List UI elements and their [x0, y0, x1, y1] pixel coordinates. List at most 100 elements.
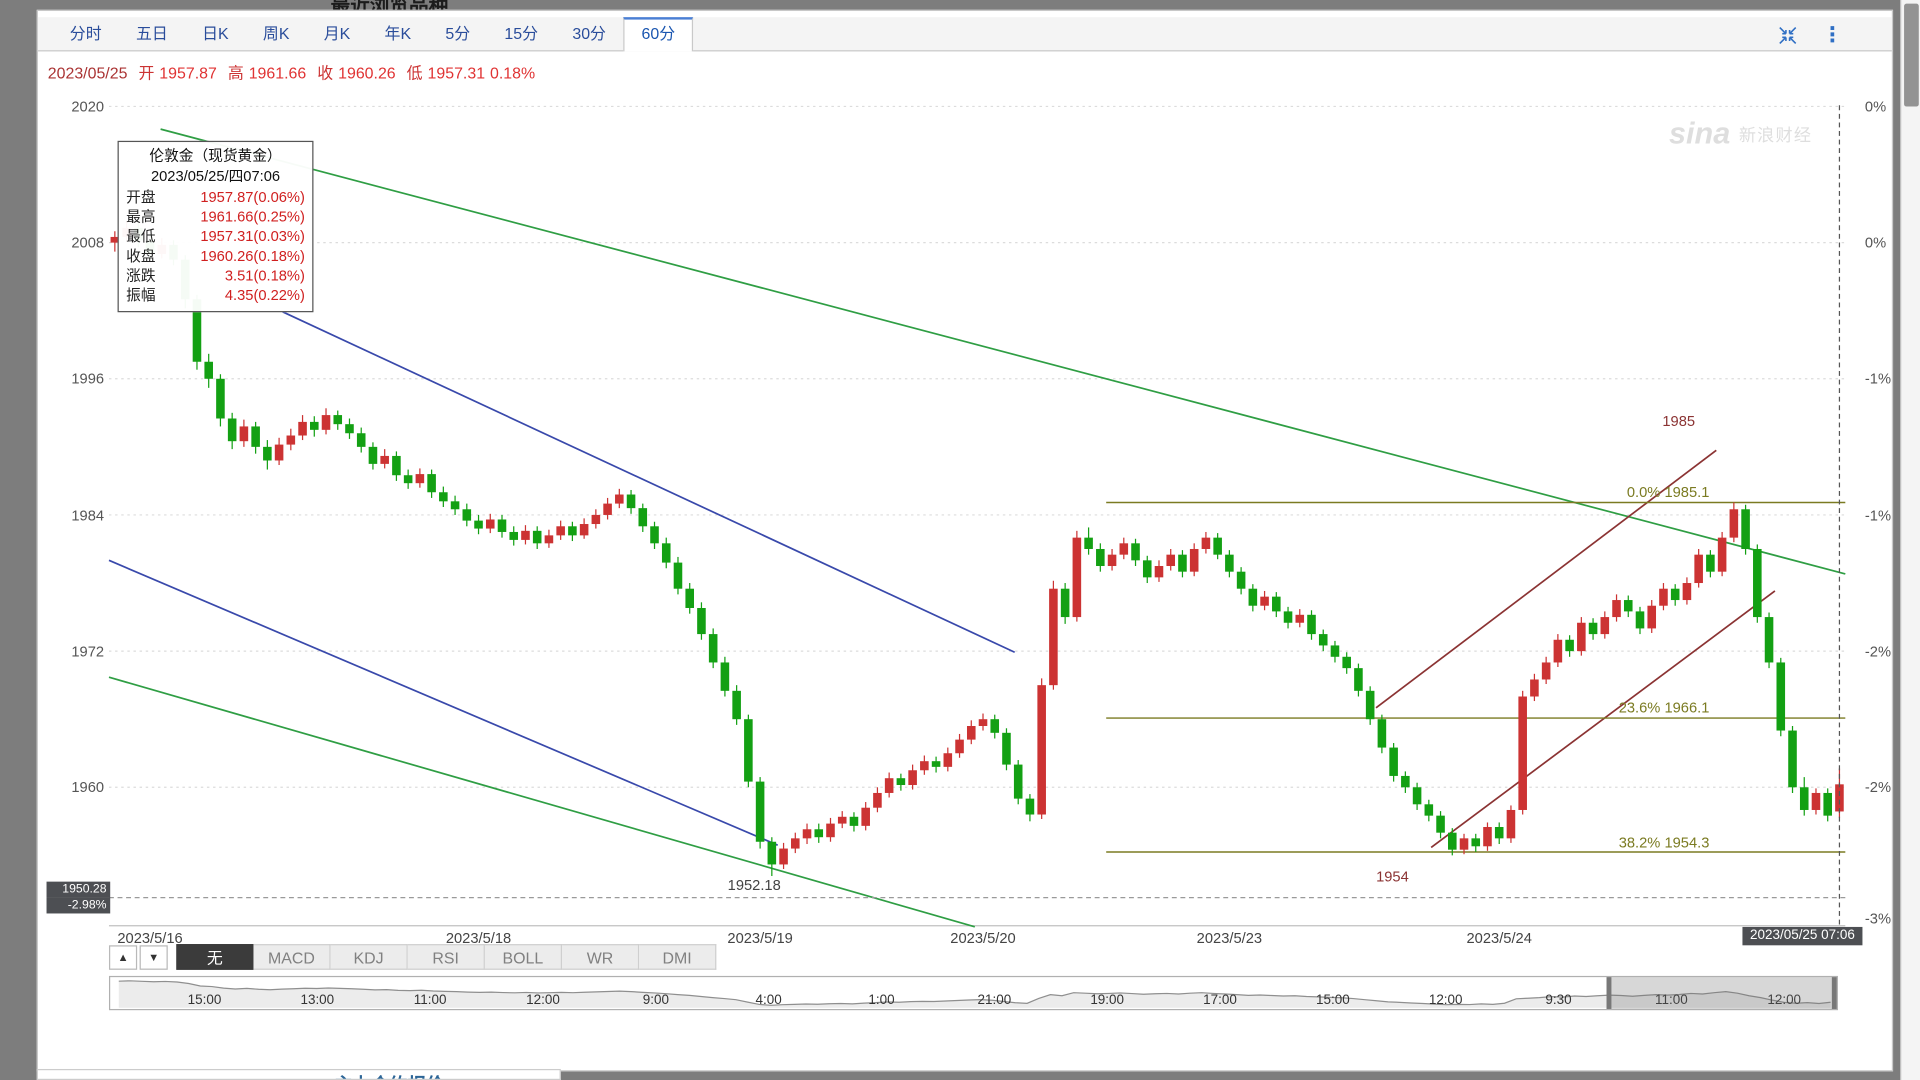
candle[interactable] — [1096, 543, 1105, 572]
candle[interactable] — [227, 412, 237, 450]
candle[interactable] — [380, 449, 389, 469]
candle[interactable] — [1260, 590, 1269, 611]
candle[interactable] — [568, 521, 577, 542]
candle[interactable] — [1330, 640, 1340, 663]
candle[interactable] — [497, 514, 507, 538]
trendline[interactable] — [282, 311, 1016, 654]
candle[interactable] — [1072, 530, 1082, 622]
candle[interactable] — [321, 408, 331, 435]
candle[interactable] — [1166, 548, 1176, 571]
period-tab-五日[interactable]: 五日 — [135, 24, 168, 43]
period-tab-月K[interactable]: 月K — [323, 24, 351, 43]
candle[interactable] — [1553, 634, 1563, 667]
candle[interactable] — [1002, 728, 1011, 771]
candle[interactable] — [615, 488, 624, 509]
period-tab-日K[interactable]: 日K — [202, 24, 229, 43]
candlestick-series[interactable] — [110, 221, 1844, 877]
candle[interactable] — [1682, 577, 1692, 605]
candle[interactable] — [955, 733, 964, 758]
scroll-down-button[interactable]: ▼ — [139, 944, 168, 970]
candle[interactable] — [1788, 726, 1797, 793]
candle[interactable] — [1799, 777, 1809, 816]
candle[interactable] — [920, 755, 929, 775]
candle[interactable] — [1518, 690, 1527, 815]
candle[interactable] — [474, 514, 483, 535]
candle[interactable] — [1248, 584, 1258, 612]
candle[interactable] — [579, 518, 589, 539]
trendline[interactable] — [1375, 449, 1717, 709]
trendline[interactable] — [160, 128, 1846, 575]
candle[interactable] — [1670, 584, 1680, 606]
candle[interactable] — [298, 415, 307, 441]
trendline[interactable] — [108, 676, 976, 928]
candle[interactable] — [1506, 805, 1516, 843]
collapse-icon[interactable] — [1778, 25, 1798, 45]
candle[interactable] — [896, 773, 906, 791]
range-selection-handle[interactable] — [1606, 977, 1837, 1009]
candle[interactable] — [837, 811, 847, 829]
candle[interactable] — [286, 428, 296, 451]
candle[interactable] — [1412, 782, 1422, 810]
candle[interactable] — [204, 353, 213, 388]
candle[interactable] — [1764, 612, 1774, 669]
candle[interactable] — [826, 817, 835, 842]
candle[interactable] — [485, 513, 495, 534]
indicator-tab-无[interactable]: 无 — [176, 944, 254, 970]
candle[interactable] — [849, 812, 859, 832]
page-scrollbar[interactable] — [1900, 0, 1920, 1080]
trendline[interactable] — [108, 559, 779, 846]
period-tab-15分[interactable]: 15分 — [504, 24, 539, 43]
candle[interactable] — [1131, 538, 1140, 567]
candle[interactable] — [345, 418, 354, 439]
candle[interactable] — [1236, 567, 1246, 595]
candle[interactable] — [861, 802, 870, 831]
candle[interactable] — [403, 469, 413, 489]
candle[interactable] — [873, 787, 882, 813]
candle[interactable] — [509, 526, 519, 546]
candle[interactable] — [1389, 743, 1398, 782]
candle[interactable] — [1729, 502, 1739, 543]
period-tab-年K[interactable]: 年K — [384, 24, 412, 43]
candle[interactable] — [1530, 673, 1539, 702]
candle[interactable] — [427, 469, 436, 498]
candle[interactable] — [1201, 531, 1211, 554]
candle[interactable] — [532, 526, 542, 549]
candle[interactable] — [1025, 794, 1035, 822]
candle[interactable] — [697, 602, 706, 640]
candle[interactable] — [1365, 686, 1375, 725]
candle[interactable] — [1424, 799, 1434, 822]
indicator-tab-KDJ[interactable]: KDJ — [330, 944, 408, 970]
candle[interactable] — [1635, 606, 1645, 635]
candle[interactable] — [521, 525, 530, 545]
candle[interactable] — [216, 374, 225, 427]
candle[interactable] — [1823, 788, 1832, 822]
candle[interactable] — [1459, 833, 1469, 855]
candle[interactable] — [1541, 656, 1551, 685]
candle[interactable] — [1706, 550, 1715, 578]
candle[interactable] — [1741, 504, 1750, 555]
candle[interactable] — [1483, 822, 1492, 851]
scrollbar-thumb[interactable] — [1904, 3, 1919, 107]
candle[interactable] — [767, 837, 777, 877]
candle[interactable] — [310, 416, 319, 437]
candle[interactable] — [462, 503, 472, 527]
period-tab-5分[interactable]: 5分 — [445, 24, 471, 43]
candle[interactable] — [544, 529, 554, 548]
candle[interactable] — [415, 468, 425, 488]
candle[interactable] — [990, 714, 1000, 739]
candle[interactable] — [1401, 771, 1410, 793]
candle[interactable] — [251, 421, 260, 454]
candle[interactable] — [1142, 555, 1152, 584]
candle[interactable] — [638, 503, 648, 532]
candle[interactable] — [1225, 550, 1234, 578]
candle[interactable] — [1753, 544, 1762, 623]
candle[interactable] — [908, 764, 917, 790]
candle[interactable] — [1694, 548, 1703, 588]
candle[interactable] — [239, 419, 249, 447]
candle[interactable] — [356, 427, 366, 453]
period-tab-60分[interactable]: 60分 — [623, 17, 694, 52]
candle[interactable] — [685, 583, 694, 614]
candle[interactable] — [673, 556, 683, 595]
candle[interactable] — [1436, 811, 1445, 839]
candle[interactable] — [791, 832, 800, 854]
